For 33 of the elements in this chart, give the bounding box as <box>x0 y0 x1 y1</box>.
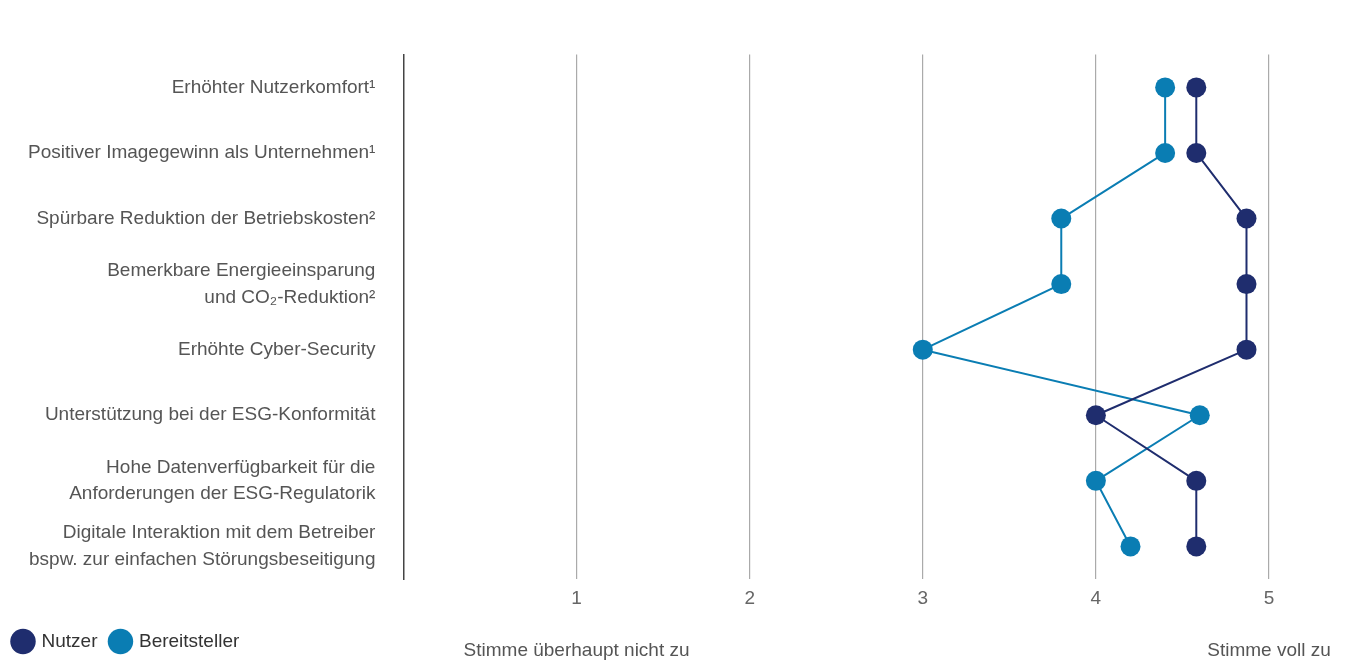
x-tick-label: 3 <box>917 586 929 608</box>
point <box>1236 208 1257 229</box>
x-tick-label: 1 <box>571 586 582 608</box>
x-tick-label: 4 <box>1090 586 1102 608</box>
y-tick-label: Positiver Imagegewinn als Unternehmen¹ <box>27 141 376 163</box>
y-tick-label: Hohe Datenverfügbarkeit für die Anforderungen der ESG-Regulatorik <box>69 455 376 504</box>
point <box>1236 274 1257 295</box>
y-tick-label: Erhöhte Cyber-Security <box>177 337 376 359</box>
point <box>912 339 933 360</box>
y-tick-label: Unterstützung bei der ESG-Konformität <box>44 403 377 425</box>
point <box>1051 274 1072 295</box>
text: Stimme voll zu <box>1207 639 1331 661</box>
point <box>1155 77 1176 98</box>
legend-label: Nutzer <box>41 629 99 651</box>
point <box>1186 77 1207 98</box>
y-tick-label: Bemerkbare Energieeinsparung und CO₂-Reduktion² <box>107 259 376 307</box>
point <box>1155 142 1176 163</box>
x-tick-label: 2 <box>744 586 755 608</box>
point <box>1186 470 1207 491</box>
y-tick-label: Erhöhter Nutzerkomfort¹ <box>171 75 376 97</box>
point <box>1085 405 1106 426</box>
point <box>1186 536 1207 557</box>
point <box>1085 470 1106 491</box>
legend-label: Bereitsteller <box>138 629 240 651</box>
point <box>1051 208 1072 229</box>
point <box>1236 339 1257 360</box>
y-tick-label: Digitale Interaktion mit dem Betreiber bspw. zur einfachen Störungsbeseitigung <box>28 521 377 569</box>
text: Stimme überhaupt nicht zu <box>463 639 690 661</box>
y-tick-label: Spürbare Reduktion der Betriebskosten² <box>36 206 376 228</box>
point <box>1120 536 1141 557</box>
point <box>1189 405 1210 426</box>
x-tick-label: 5 <box>1263 586 1275 608</box>
point <box>1186 142 1207 163</box>
